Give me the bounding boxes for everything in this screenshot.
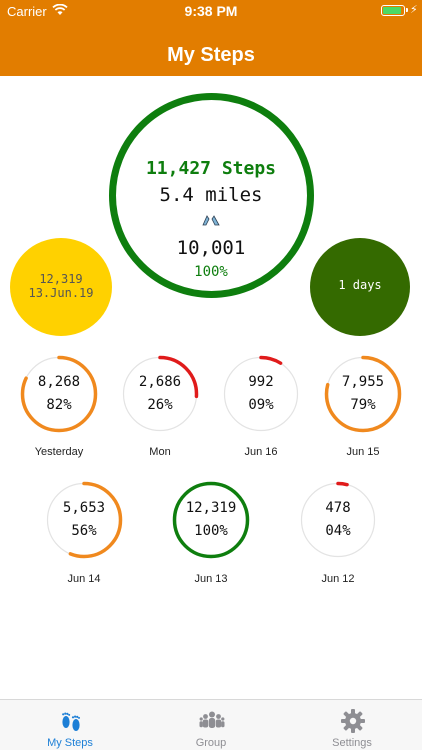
day-percent: 09% xyxy=(248,397,274,413)
day-steps: 5,653 xyxy=(62,500,106,516)
tab-my-steps[interactable]: My Steps xyxy=(0,700,140,751)
day-percent: 100% xyxy=(194,523,228,539)
day-label: Jun 16 xyxy=(244,446,278,458)
day-ring[interactable]: 2,686 26% xyxy=(121,355,199,433)
footprints-icon xyxy=(62,712,80,731)
progress-ring-icon xyxy=(45,481,123,559)
tab-label: Settings xyxy=(332,737,372,749)
best-day-date: 13.Jun.19 xyxy=(28,286,94,300)
today-steps: 11,427 Steps xyxy=(145,158,277,179)
day-steps: 478 xyxy=(325,500,351,516)
day-steps: 12,319 xyxy=(185,500,237,516)
day-percent: 79% xyxy=(350,397,376,413)
day-ring[interactable]: 8,268 82% xyxy=(20,355,98,433)
tab-label: Group xyxy=(195,737,227,749)
progress-ring-icon xyxy=(222,355,300,433)
day-percent: 04% xyxy=(325,523,351,539)
day-ring[interactable]: 7,955 79% xyxy=(324,355,402,433)
day-percent: 26% xyxy=(147,397,173,413)
page-title: My Steps xyxy=(167,44,255,66)
progress-ring-icon xyxy=(121,355,199,433)
tab-label: My Steps xyxy=(47,737,93,749)
day-steps: 8,268 xyxy=(37,374,81,390)
day-label: Mon xyxy=(149,446,171,458)
streak-days: 1 days xyxy=(338,278,382,292)
carrier-label: Carrier xyxy=(7,4,47,19)
day-percent: 56% xyxy=(71,523,97,539)
best-day-bubble[interactable] xyxy=(10,238,112,336)
tab-group[interactable]: Group xyxy=(141,700,281,751)
day-ring[interactable]: 5,653 56% xyxy=(45,481,123,559)
today-percent: 100% xyxy=(194,264,228,280)
day-percent: 82% xyxy=(46,397,72,413)
nav-bar: My Steps xyxy=(0,22,422,76)
day-label: Jun 14 xyxy=(67,573,101,585)
day-label: Yesterday xyxy=(34,446,84,458)
today-miles: 5.4 miles xyxy=(159,184,263,206)
day-ring[interactable]: 478 04% xyxy=(299,481,377,559)
day-ring[interactable]: 992 09% xyxy=(222,355,300,433)
best-day-steps: 12,319 xyxy=(39,272,83,286)
progress-ring-icon xyxy=(172,481,250,559)
day-ring[interactable]: 12,319 100% xyxy=(172,481,250,559)
charging-icon: ⚡ xyxy=(410,4,418,16)
day-label: Jun 15 xyxy=(346,446,380,458)
day-steps: 7,955 xyxy=(341,374,385,390)
tab-settings[interactable]: Settings xyxy=(282,700,422,751)
progress-ring-icon xyxy=(299,481,377,559)
day-label: Jun 12 xyxy=(321,573,355,585)
streak-bubble[interactable] xyxy=(310,238,410,336)
gear-icon xyxy=(341,709,365,733)
shoe-icon xyxy=(202,215,220,226)
day-steps: 2,686 xyxy=(138,374,182,390)
progress-ring-icon xyxy=(324,355,402,433)
daily-goal: 10,001 xyxy=(176,237,246,259)
day-label: Jun 13 xyxy=(194,573,228,585)
tab-bar: My Steps Group xyxy=(0,699,422,750)
day-steps: 992 xyxy=(248,374,274,390)
group-icon xyxy=(199,711,225,728)
clock: 9:38 PM xyxy=(184,3,238,19)
battery-icon xyxy=(381,5,408,16)
wifi-icon xyxy=(52,4,68,15)
progress-ring-icon xyxy=(20,355,98,433)
status-bar: Carrier 9:38 PM ⚡ xyxy=(0,0,422,22)
today-progress-ring[interactable] xyxy=(109,93,314,298)
